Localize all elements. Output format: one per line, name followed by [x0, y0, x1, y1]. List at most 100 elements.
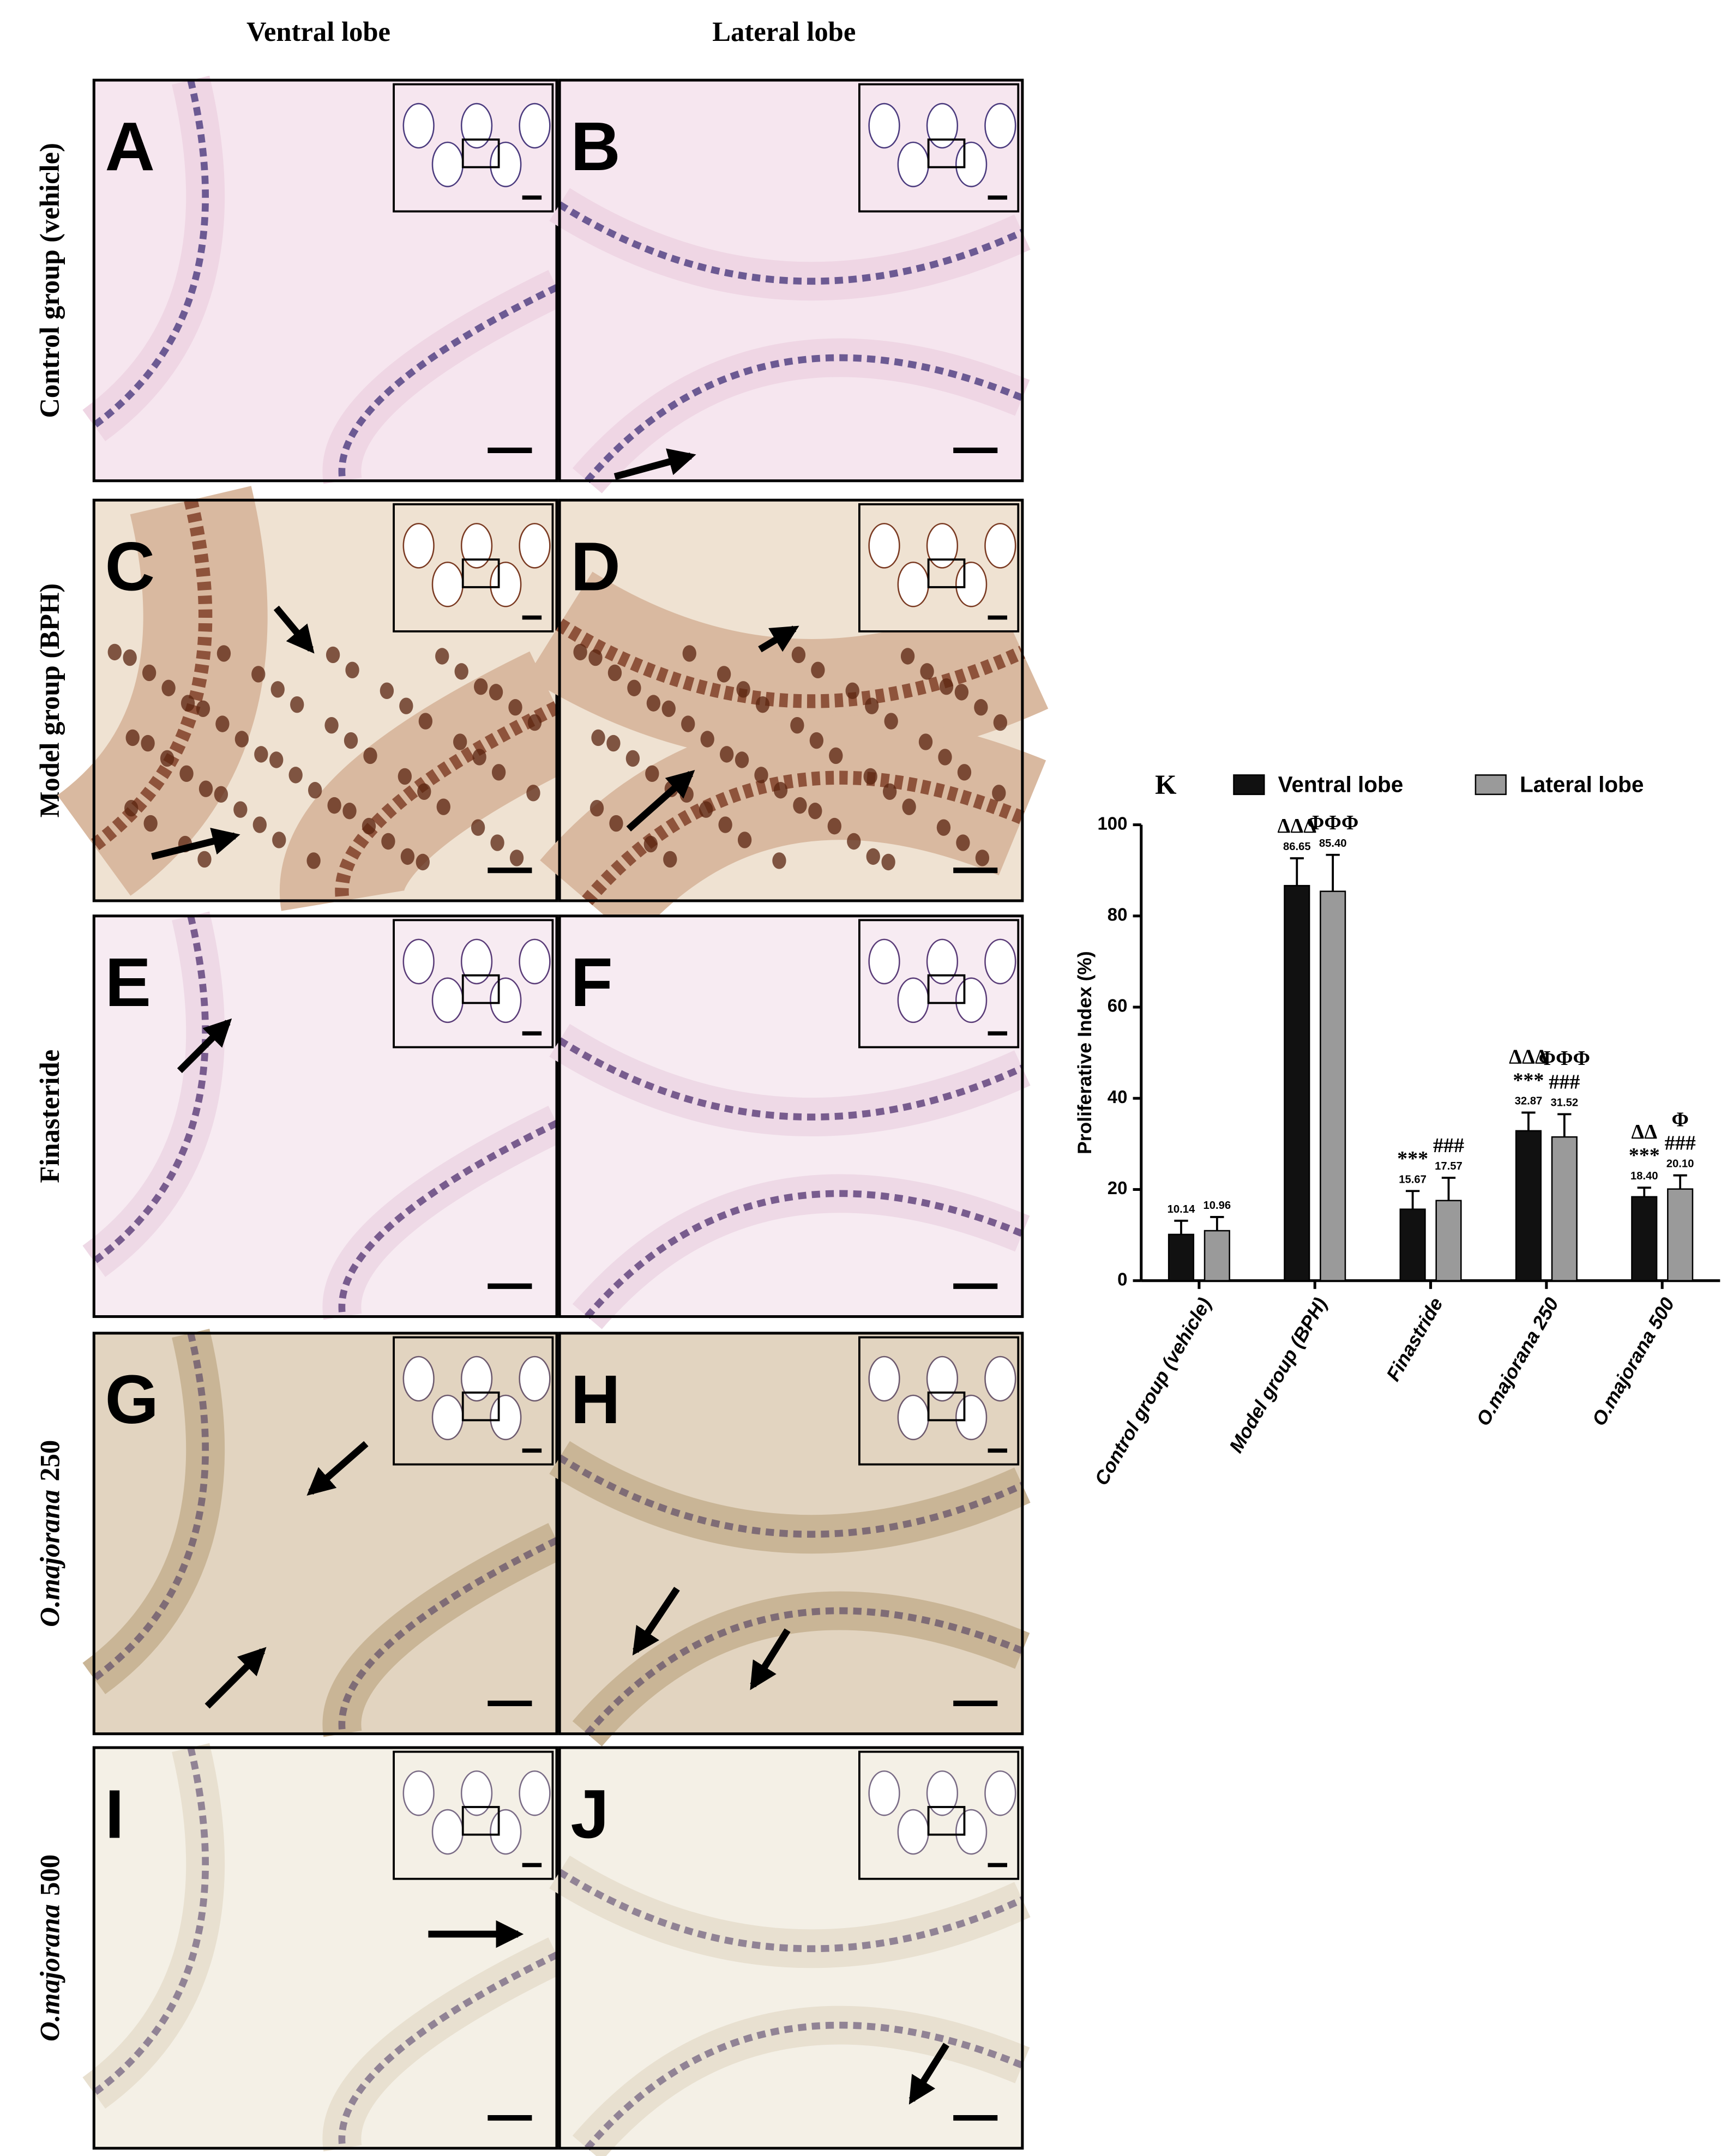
error-bar — [1210, 1216, 1224, 1231]
nucleus — [736, 681, 750, 698]
nucleus — [179, 765, 194, 782]
error-bar — [1557, 1113, 1572, 1137]
nucleus — [737, 832, 752, 848]
micrograph: I — [82, 1743, 565, 2152]
epithelium — [584, 354, 1024, 483]
significance-mark: *** — [1397, 1147, 1428, 1170]
micrograph-border — [558, 1332, 1024, 1736]
micrograph-border — [558, 1746, 1024, 2150]
inset-gland — [868, 522, 900, 569]
y-tick-label: 80 — [1108, 905, 1128, 925]
epithelium — [584, 1607, 1024, 1736]
column-label: Ventral lobe — [246, 16, 390, 47]
inset-gland — [984, 522, 1016, 569]
nucleus — [573, 643, 587, 661]
row-label-dose: 250 — [34, 1440, 65, 1482]
nucleus — [954, 684, 969, 701]
nucleus — [956, 834, 970, 851]
bar — [1399, 1208, 1426, 1281]
nucleus — [398, 768, 412, 785]
nucleus — [884, 713, 898, 730]
nucleus — [472, 749, 486, 766]
inset-gland — [431, 977, 464, 1023]
panel-letter: D — [570, 527, 620, 605]
inset-gland — [897, 1394, 929, 1441]
row-label-italic: O.majorana — [34, 1904, 65, 2041]
significance-mark: Φ — [1671, 1108, 1689, 1131]
inset-box — [927, 974, 966, 1004]
nucleus — [416, 853, 430, 871]
x-tick-label: Control group (vehicle) — [1090, 1294, 1215, 1489]
nucleus — [197, 851, 212, 868]
nucleus — [418, 713, 433, 730]
row-label-dose: 500 — [34, 1854, 65, 1896]
arrow — [626, 770, 695, 832]
nucleus — [399, 697, 413, 714]
epithelium — [556, 618, 1026, 708]
nucleus — [754, 767, 768, 784]
inset-box — [927, 1806, 966, 1836]
arrow — [177, 1018, 232, 1074]
x-tick-label: Model group (BPH) — [1225, 1294, 1331, 1456]
y-tick-label: 40 — [1108, 1087, 1128, 1107]
inset-box — [461, 1392, 500, 1422]
nucleus — [363, 747, 377, 764]
nucleus — [474, 678, 488, 695]
inset-gland — [431, 561, 464, 607]
nucleus — [417, 783, 431, 800]
significance-mark: *** — [1513, 1069, 1544, 1092]
nucleus — [902, 798, 916, 815]
x-tick-label: Finastride — [1382, 1294, 1447, 1385]
nucleus — [993, 714, 1007, 731]
nucleus — [627, 679, 641, 696]
column-label: Lateral lobe — [712, 16, 856, 47]
nucleus — [992, 785, 1006, 802]
nucleus — [975, 850, 990, 866]
inset-gland — [460, 103, 493, 149]
nucleus — [216, 645, 231, 662]
nucleus — [251, 666, 266, 683]
epithelium — [338, 1120, 558, 1317]
micrograph: B — [549, 79, 1031, 493]
value-label: 15.67 — [1399, 1173, 1427, 1185]
nucleus — [607, 664, 622, 682]
inset-box — [927, 1392, 966, 1422]
value-label: 31.52 — [1550, 1097, 1578, 1109]
nucleus — [811, 661, 825, 679]
nucleus — [489, 684, 503, 701]
row-label: Finasteride — [34, 1050, 65, 1183]
nucleus — [809, 732, 824, 749]
nucleus — [881, 853, 895, 871]
inset-box — [461, 138, 500, 168]
y-tick-label: 0 — [1117, 1269, 1127, 1289]
nucleus — [793, 797, 807, 814]
tissue-band — [82, 911, 225, 1277]
arrow — [204, 1647, 267, 1709]
nucleus — [589, 799, 604, 817]
significance-mark: *** — [1629, 1144, 1660, 1167]
nucleus — [400, 848, 415, 865]
micrograph: G — [82, 1328, 565, 1737]
arrow — [151, 828, 240, 860]
arrow — [613, 448, 696, 480]
panel-letter: F — [570, 943, 612, 1021]
nucleus — [123, 649, 137, 666]
nucleus — [454, 663, 468, 680]
nucleus — [720, 746, 734, 763]
inset-gland — [431, 1394, 464, 1441]
inset-box — [927, 558, 966, 588]
inset-gland — [490, 141, 522, 188]
epithelium — [338, 1952, 558, 2149]
inset-gland — [402, 103, 435, 149]
nucleus — [588, 649, 603, 666]
epithelium — [335, 701, 560, 902]
nucleus — [180, 695, 195, 712]
inset-gland — [897, 977, 929, 1023]
bar — [1551, 1136, 1578, 1281]
nucleus — [827, 817, 841, 835]
nucleus — [272, 832, 286, 848]
inset-gland — [955, 977, 988, 1023]
inset-box — [461, 558, 500, 588]
inset-gland — [519, 522, 551, 569]
nucleus — [327, 797, 341, 814]
